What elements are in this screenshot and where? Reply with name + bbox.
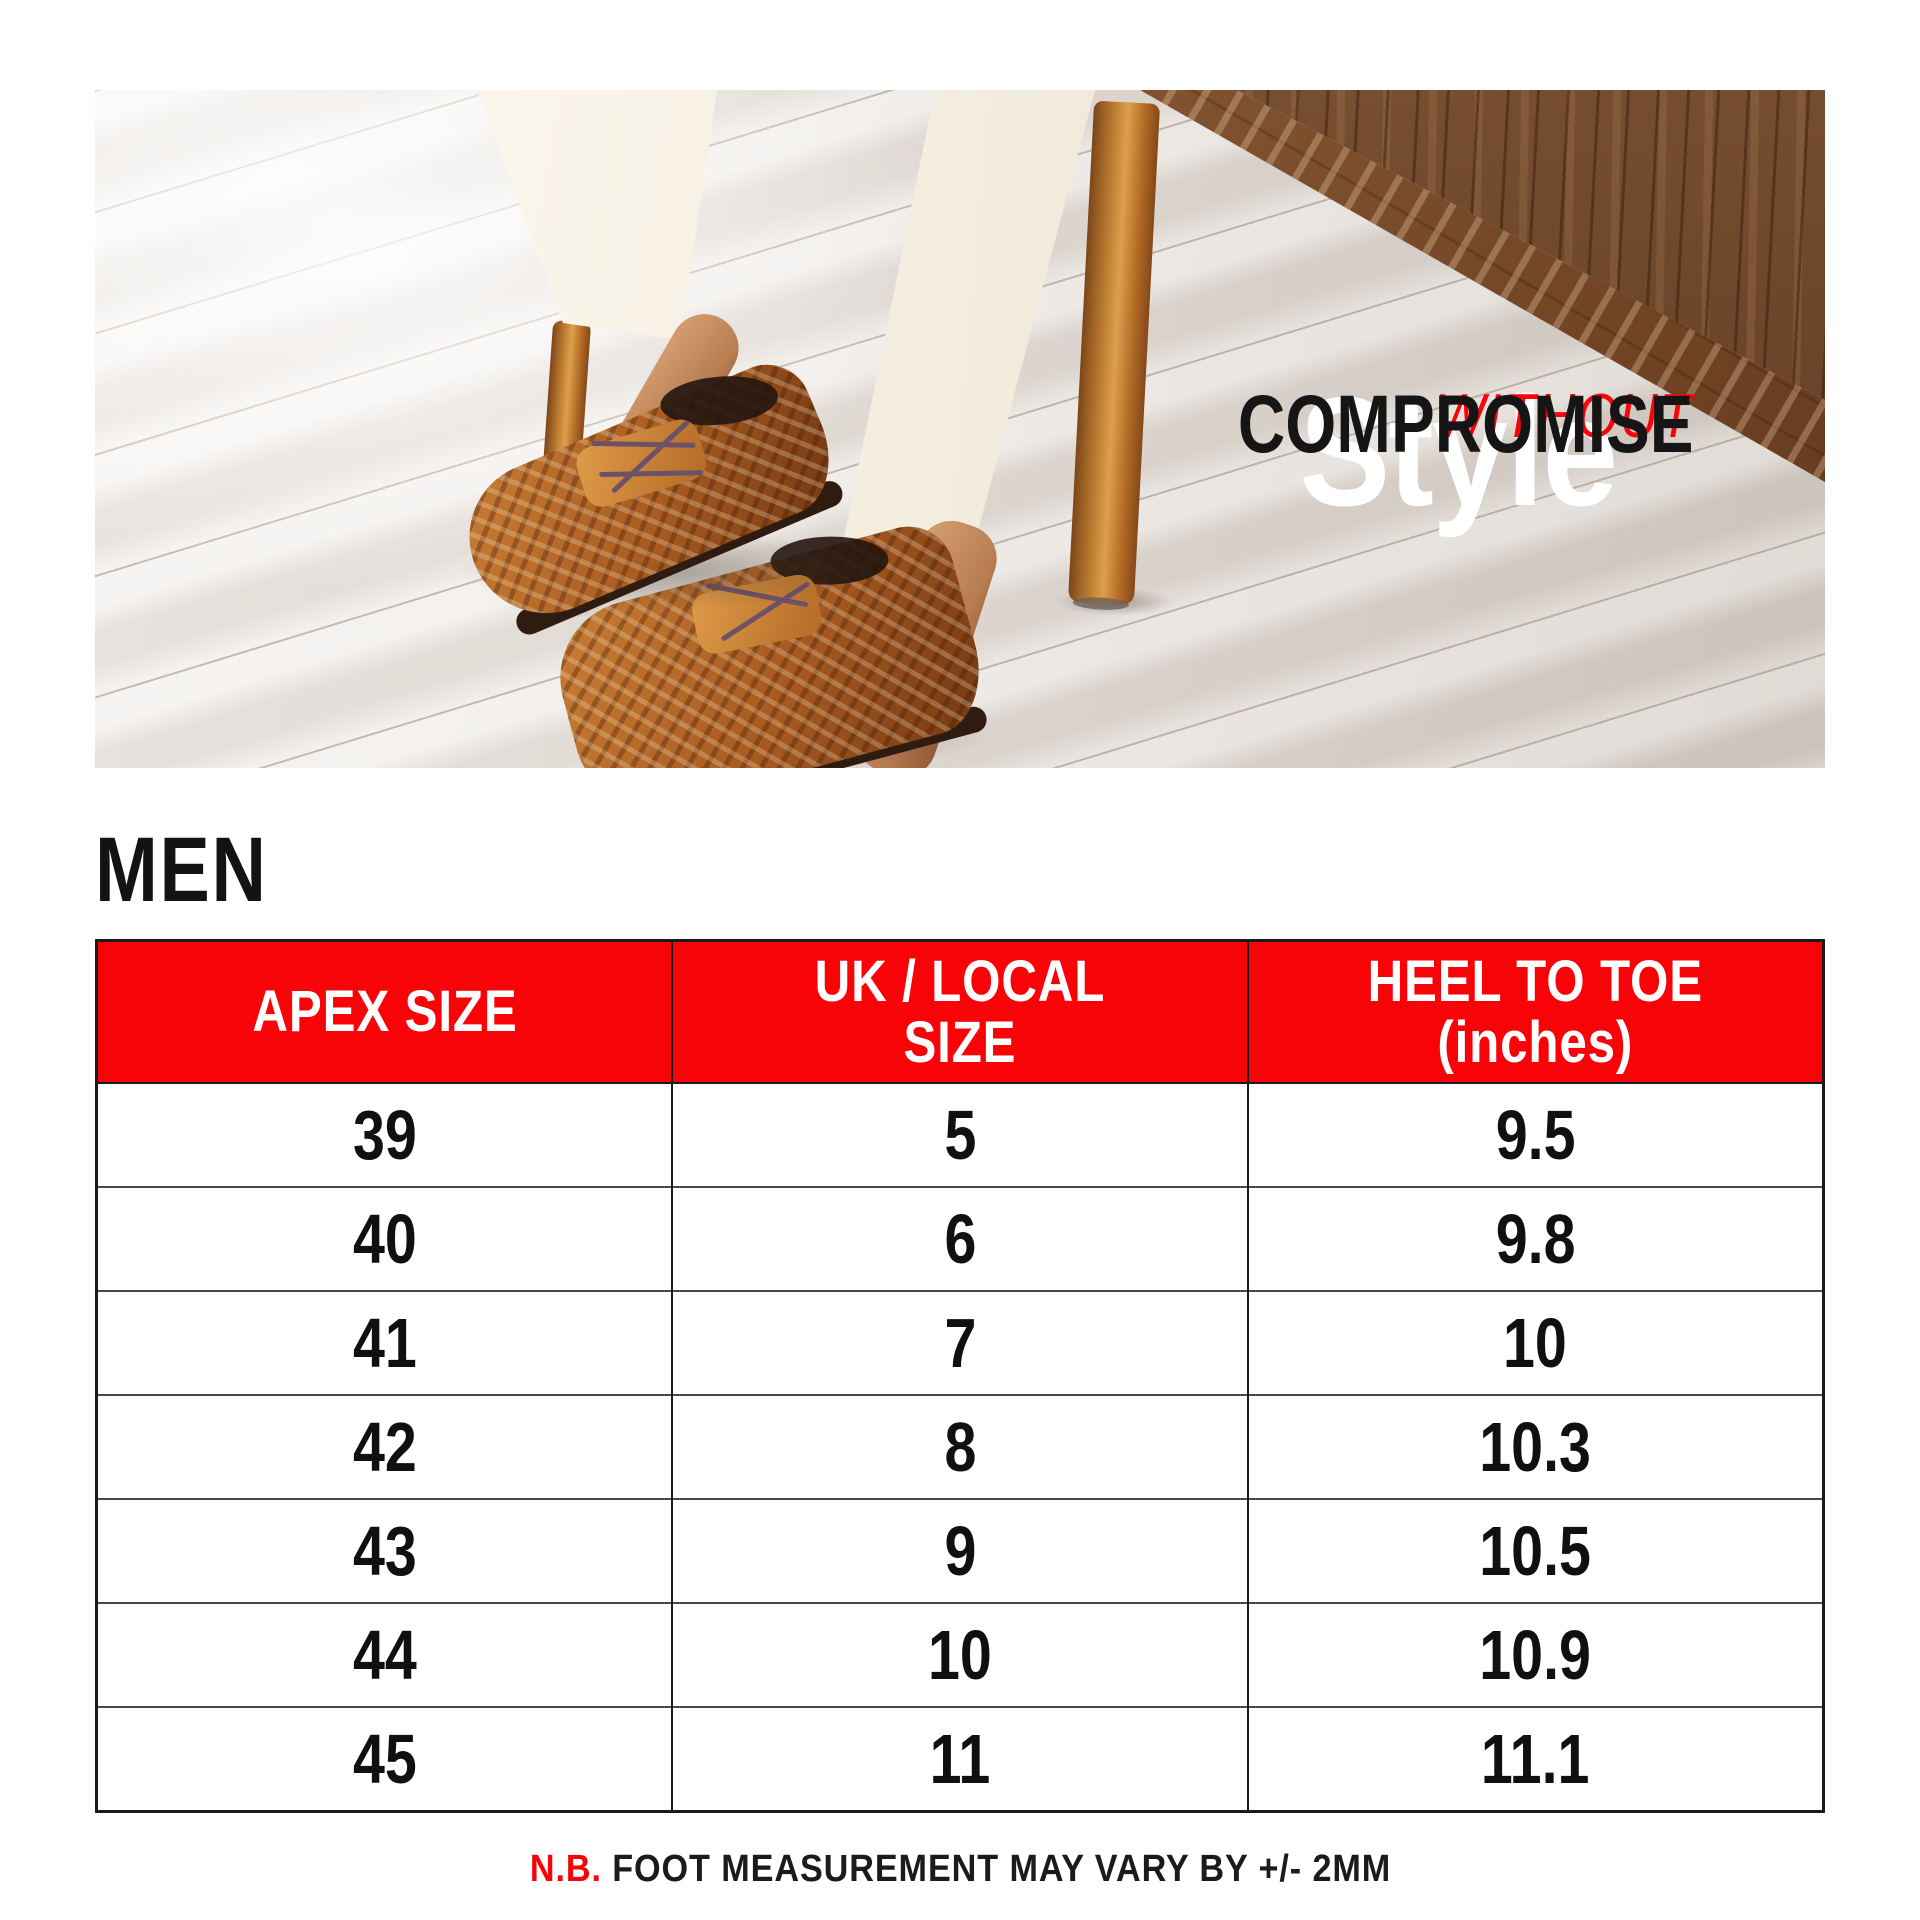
headline-without: WITHOUT	[1435, 382, 1693, 451]
size-row: 39 5 9.5	[95, 1082, 1825, 1187]
size-cell: 10	[1246, 1290, 1825, 1395]
header-cell: HEEL TO TOE (inches)	[1246, 940, 1825, 1084]
size-row: 45 11 11.1	[95, 1706, 1825, 1812]
header-line: HEEL TO TOE	[1367, 948, 1704, 1014]
size-cell: 39	[95, 1082, 674, 1187]
size-cell: 43	[95, 1498, 674, 1603]
size-value: 40	[352, 1200, 417, 1278]
size-cell: 41	[95, 1290, 674, 1395]
size-cell: 10.3	[1246, 1394, 1825, 1499]
header-row: APEX SIZE UK / LOCAL SIZE HEEL TO TOE (inche…	[95, 940, 1825, 1084]
header-line: (inches)	[1437, 1010, 1634, 1075]
size-table-body: 39 5 9.5 40 6 9.8 41 7 10 42 8 10.3 43 9 10.5 44 10 10.9 4…	[95, 1082, 1825, 1812]
size-value: 5	[944, 1096, 976, 1174]
size-value: 9.5	[1495, 1096, 1576, 1174]
footnote-body: FOOT MEASUREMENT MAY VARY BY +/- 2MM	[611, 1848, 1391, 1890]
size-row: 42 8 10.3	[95, 1394, 1825, 1499]
size-row: 41 7 10	[95, 1290, 1825, 1395]
size-table: APEX SIZE UK / LOCAL SIZE HEEL TO TOE (inche…	[95, 939, 1825, 1813]
header-cell: APEX SIZE	[95, 940, 674, 1084]
size-row: 40 6 9.8	[95, 1186, 1825, 1291]
size-value: 41	[352, 1304, 417, 1382]
footnote: N.B. FOOT MEASUREMENT MAY VARY BY +/- 2M…	[0, 1848, 1920, 1891]
size-cell: 9	[671, 1498, 1249, 1603]
headline-style: Style	[1298, 365, 1618, 538]
size-value: 11	[929, 1720, 991, 1798]
size-value: 44	[352, 1616, 417, 1694]
section-title-men: MEN	[95, 819, 268, 921]
size-value: 45	[352, 1720, 417, 1798]
size-value: 9	[944, 1512, 976, 1590]
size-cell: 5	[671, 1082, 1249, 1187]
size-cell: 6	[671, 1186, 1249, 1291]
size-value: 7	[944, 1304, 976, 1382]
footnote-prefix: N.B.	[529, 1848, 602, 1890]
size-cell: 11.1	[1246, 1706, 1825, 1812]
size-value: 42	[352, 1408, 417, 1486]
size-cell: 7	[671, 1290, 1249, 1395]
size-cell: 10	[671, 1602, 1249, 1707]
hero-photo: Style WITHOUT COMPROMISE	[95, 90, 1825, 768]
size-value: 39	[352, 1096, 417, 1174]
size-value: 8	[944, 1408, 976, 1486]
size-cell: 10.5	[1246, 1498, 1825, 1603]
size-cell: 45	[95, 1706, 674, 1812]
size-cell: 40	[95, 1186, 674, 1291]
size-cell: 9.8	[1246, 1186, 1825, 1291]
size-table-head: APEX SIZE UK / LOCAL SIZE HEEL TO TOE (inche…	[95, 940, 1825, 1084]
header-line: APEX SIZE	[251, 979, 518, 1045]
size-value: 10.3	[1479, 1408, 1592, 1486]
size-cell: 11	[671, 1706, 1249, 1812]
size-value: 10	[1503, 1304, 1568, 1382]
header-line: SIZE	[903, 1010, 1017, 1075]
size-value: 6	[944, 1200, 976, 1278]
size-value: 11.1	[1481, 1720, 1590, 1798]
size-cell: 9.5	[1246, 1082, 1825, 1187]
size-value: 9.8	[1495, 1200, 1576, 1278]
size-row: 44 10 10.9	[95, 1602, 1825, 1707]
size-value: 10.5	[1479, 1512, 1592, 1590]
size-value: 10.9	[1479, 1616, 1592, 1694]
size-value: 43	[352, 1512, 417, 1590]
header-cell: UK / LOCAL SIZE	[671, 940, 1249, 1084]
size-cell: 44	[95, 1602, 674, 1707]
size-value: 10	[928, 1616, 992, 1694]
size-cell: 8	[671, 1394, 1249, 1499]
size-cell: 42	[95, 1394, 674, 1499]
headline-compromise: COMPROMISE	[1237, 379, 1693, 470]
footnote-text: N.B. FOOT MEASUREMENT MAY VARY BY +/- 2M…	[529, 1848, 1390, 1891]
header-line: UK / LOCAL	[814, 948, 1106, 1014]
size-row: 43 9 10.5	[95, 1498, 1825, 1603]
size-cell: 10.9	[1246, 1602, 1825, 1707]
